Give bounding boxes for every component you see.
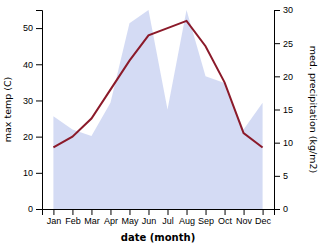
x-tick: Dec xyxy=(255,209,272,226)
y-axis-title: max temp (C) xyxy=(2,77,13,143)
y-tick-label: 20 xyxy=(23,132,33,142)
x-tick: May xyxy=(121,209,139,226)
x-tick: Jan xyxy=(47,209,62,226)
x-tick-mark xyxy=(148,209,149,215)
x-tick-mark xyxy=(187,209,188,215)
marks xyxy=(53,10,262,209)
x-tick: Apr xyxy=(104,209,118,226)
x-tick-mark xyxy=(72,209,73,215)
x-tick-mark xyxy=(91,209,92,215)
x-tick-label: Oct xyxy=(218,216,233,226)
y2-tick-label: 15 xyxy=(283,105,293,115)
y2-tick-mark xyxy=(274,110,280,111)
y-tick-mark xyxy=(36,64,42,65)
x-tick-mark xyxy=(225,209,226,215)
y-tick-label: 30 xyxy=(23,96,33,106)
x-tick-label: Apr xyxy=(104,216,118,226)
y-axis-line xyxy=(36,11,43,210)
y2-tick: 15 xyxy=(274,105,293,115)
x-tick-label: Aug xyxy=(179,216,195,226)
x-tick-label: Sep xyxy=(198,216,214,226)
y2-tick-label: 10 xyxy=(283,138,293,148)
y-tick-label: 40 xyxy=(23,60,33,70)
x-tick: Mar xyxy=(84,209,100,226)
line xyxy=(53,21,262,148)
y2-tick-mark xyxy=(274,143,280,144)
plot: JanFebMar AprMayJun Jul AugSep OctNovDec 0 10 2… xyxy=(23,5,293,226)
y-tick: 50 xyxy=(23,23,42,33)
x-tick: Nov xyxy=(236,209,253,226)
y2-tick-mark xyxy=(274,176,280,177)
y-tick: 0 xyxy=(28,204,42,214)
y-tick: 30 xyxy=(23,96,42,106)
x-tick: Feb xyxy=(65,209,81,226)
y2-tick-mark xyxy=(274,76,280,77)
y2-tick-mark xyxy=(274,10,280,11)
x-tick: Jul xyxy=(162,209,174,226)
y2-axis: 0 5 10 15 20 25 30 xyxy=(274,5,293,214)
x-tick: Aug xyxy=(179,209,195,226)
x-tick-label: Jan xyxy=(47,216,62,226)
x-tick-label: Feb xyxy=(65,216,81,226)
y-tick: 20 xyxy=(23,132,42,142)
y2-tick-label: 0 xyxy=(283,204,288,214)
x-axis: JanFebMar AprMayJun Jul AugSep OctNovDec xyxy=(43,209,275,226)
y2-tick-label: 25 xyxy=(283,39,293,49)
y-tick-mark xyxy=(36,137,42,138)
y2-tick-label: 20 xyxy=(283,72,293,82)
y-tick-mark xyxy=(36,173,42,174)
x-tick-mark xyxy=(263,209,264,215)
x-tick-label: Jun xyxy=(142,216,157,226)
y2-tick-label: 5 xyxy=(283,171,288,181)
y-tick-label: 50 xyxy=(23,23,33,33)
y2-tick-label: 30 xyxy=(283,5,293,15)
y-tick: 40 xyxy=(23,60,42,70)
x-tick: Jun xyxy=(142,209,157,226)
x-tick-mark xyxy=(53,209,54,215)
y2-axis-title: med. precipitation (kg/m2) xyxy=(308,46,318,173)
y2-tick: 25 xyxy=(274,39,293,49)
y2-axis-line xyxy=(275,11,281,210)
y-tick-mark xyxy=(36,28,42,29)
y-tick-label: 10 xyxy=(23,168,33,178)
x-tick: Sep xyxy=(198,209,214,226)
x-tick-label: Mar xyxy=(84,216,100,226)
y2-tick: 20 xyxy=(274,72,293,82)
x-tick-label: May xyxy=(121,216,139,226)
x-axis-line xyxy=(43,210,275,216)
y-tick: 10 xyxy=(23,168,42,178)
x-axis-title: date (month) xyxy=(121,232,195,243)
x-tick-label: Jul xyxy=(162,216,174,226)
y2-tick-mark xyxy=(274,209,280,210)
y2-tick: 10 xyxy=(274,138,293,148)
x-tick-label: Dec xyxy=(255,216,272,226)
y2-tick-mark xyxy=(274,43,280,44)
x-tick-mark xyxy=(168,209,169,215)
y-axis: 0 10 20 30 40 50 xyxy=(23,11,43,215)
y-tick-label: 0 xyxy=(28,204,33,214)
y2-tick: 30 xyxy=(274,5,293,15)
x-tick-mark xyxy=(110,209,111,215)
chart: JanFebMar AprMayJun Jul AugSep OctNovDec 0 10 2… xyxy=(0,0,318,247)
y2-tick: 0 xyxy=(274,204,288,214)
y-tick-mark xyxy=(36,209,42,210)
x-tick: Oct xyxy=(218,209,233,226)
x-tick-label: Nov xyxy=(236,216,253,226)
y2-tick: 5 xyxy=(274,171,288,181)
x-tick-mark xyxy=(206,209,207,215)
y-tick-mark xyxy=(36,100,42,101)
x-tick-mark xyxy=(244,209,245,215)
x-tick-mark xyxy=(129,209,130,215)
area xyxy=(53,10,262,209)
